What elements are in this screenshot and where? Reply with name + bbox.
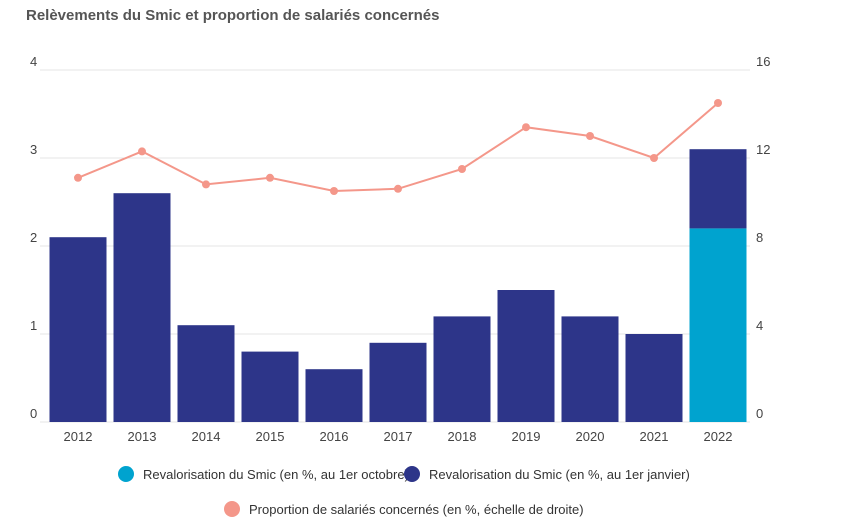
bar-2022-january <box>689 149 747 229</box>
right-tick-label: 8 <box>756 230 763 245</box>
legend-swatch-proportion <box>224 501 240 517</box>
left-tick-label: 0 <box>30 406 37 421</box>
right-tick-label: 12 <box>756 142 770 157</box>
legend-label: Proportion de salariés concernés (en %, … <box>249 501 584 517</box>
right-tick-label: 16 <box>756 54 770 69</box>
legend-label: Revalorisation du Smic (en %, au 1er oct… <box>143 466 409 482</box>
proportion-point-2019 <box>522 123 530 132</box>
proportion-point-2018 <box>458 165 466 173</box>
left-tick-label: 4 <box>30 54 37 69</box>
proportion-point-2014 <box>202 180 210 189</box>
bar-2021-january <box>625 334 683 422</box>
proportion-point-2017 <box>394 184 402 193</box>
bar-2014-january <box>177 325 235 422</box>
bar-2013-january <box>113 193 171 422</box>
right-tick-label: 4 <box>756 318 763 333</box>
x-tick-label: 2012 <box>64 429 93 444</box>
proportion-point-2013 <box>138 147 146 156</box>
proportion-point-2015 <box>266 173 274 182</box>
bar-2017-january <box>369 342 427 422</box>
legend-item-january[interactable]: Revalorisation du Smic (en %, au 1er jan… <box>404 466 690 482</box>
left-tick-label: 3 <box>30 142 37 157</box>
proportion-point-2016 <box>330 187 338 195</box>
proportion-point-2020 <box>586 132 594 140</box>
bar-2022-october <box>689 228 747 422</box>
right-tick-label: 0 <box>756 406 763 421</box>
left-tick-label: 2 <box>30 230 37 245</box>
x-tick-label: 2018 <box>448 429 477 444</box>
bar-2019-january <box>497 290 555 422</box>
x-tick-label: 2015 <box>256 429 285 444</box>
legend-item-october[interactable]: Revalorisation du Smic (en %, au 1er oct… <box>118 466 409 482</box>
proportion-point-2021 <box>650 154 658 162</box>
proportion-line <box>77 102 719 193</box>
x-tick-label: 2019 <box>512 429 541 444</box>
bar-2015-january <box>241 351 299 422</box>
bar-2016-january <box>305 369 363 422</box>
x-tick-label: 2017 <box>384 429 413 444</box>
x-tick-label: 2020 <box>576 429 605 444</box>
proportion-point-2022 <box>714 99 722 107</box>
left-tick-label: 1 <box>30 318 37 333</box>
legend-swatch-january <box>404 466 420 482</box>
bar-2018-january <box>433 316 491 422</box>
bar-2020-january <box>561 316 619 422</box>
x-tick-label: 2016 <box>320 429 349 444</box>
x-tick-label: 2022 <box>704 429 733 444</box>
chart-title: Relèvements du Smic et proportion de sal… <box>26 7 440 24</box>
bar-2012-january <box>49 237 107 422</box>
x-tick-label: 2021 <box>640 429 669 444</box>
x-tick-label: 2014 <box>192 429 221 444</box>
legend-label: Revalorisation du Smic (en %, au 1er jan… <box>429 466 690 482</box>
x-tick-label: 2013 <box>128 429 157 444</box>
proportion-point-2012 <box>74 173 82 182</box>
legend-item-proportion[interactable]: Proportion de salariés concernés (en %, … <box>224 501 584 517</box>
legend-swatch-october <box>118 466 134 482</box>
